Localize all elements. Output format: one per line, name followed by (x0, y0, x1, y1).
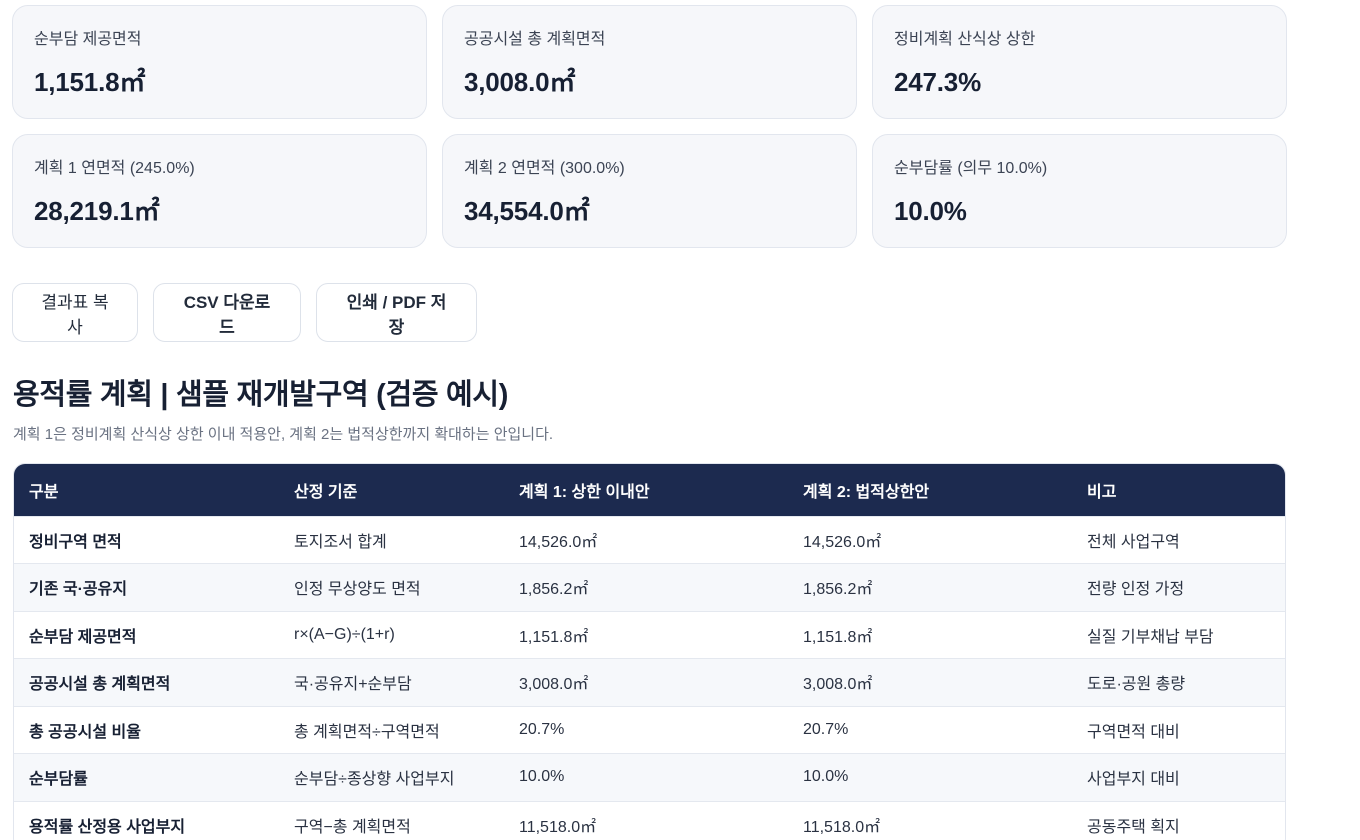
summary-card-plan1-floor-area: 계획 1 연면적 (245.0%) 28,219.1㎡ (12, 134, 427, 248)
cell-basis: 구역−총 계획면적 (294, 819, 411, 836)
table-row: 정비구역 면적 토지조서 합계 14,526.0㎡ 14,526.0㎡ 전체 사… (14, 516, 1285, 564)
cell-basis: 인정 무상양도 면적 (294, 581, 421, 599)
section-title: 용적률 계획 | 샘플 재개발구역 (검증 예시) (13, 379, 509, 411)
cell-category: 기존 국·공유지 (29, 581, 128, 599)
column-header-basis: 산정 기준 (294, 483, 358, 501)
cell-plan1: 20.7% (519, 720, 565, 738)
cell-category: 총 공공시설 비율 (29, 723, 141, 741)
cell-basis: 국·공유지+순부담 (294, 676, 412, 694)
cell-plan1: 10.0% (519, 768, 565, 786)
cell-note: 전량 인정 가정 (1087, 581, 1185, 599)
action-bar: 결과표 복사 CSV 다운로드 인쇄 / PDF 저장 (12, 283, 477, 342)
table-header-row: 구분 산정 기준 계획 1: 상한 이내안 계획 2: 법적상한안 비고 (14, 464, 1285, 516)
cell-category: 순부담률 (29, 771, 88, 789)
card-label: 순부담률 (의무 10.0%) (894, 160, 1048, 177)
card-label: 공공시설 총 계획면적 (464, 31, 606, 48)
copy-table-button[interactable]: 결과표 복사 (12, 283, 138, 342)
column-header-note: 비고 (1087, 483, 1117, 501)
card-value: 34,554.0㎡ (464, 196, 590, 226)
summary-card-formula-upper-limit: 정비계획 산식상 상한 247.3% (872, 5, 1287, 119)
cell-category: 순부담 제공면적 (29, 628, 137, 646)
table-row: 순부담 제공면적 r×(A−G)÷(1+r) 1,151.8㎡ 1,151.8㎡… (14, 611, 1285, 659)
cell-plan2: 20.7% (803, 720, 849, 738)
cell-note: 공동주택 획지 (1087, 819, 1180, 836)
column-header-plan2: 계획 2: 법적상한안 (803, 483, 930, 501)
cell-category: 용적률 산정용 사업부지 (29, 819, 186, 836)
cell-basis: 순부담÷종상향 사업부지 (294, 771, 455, 789)
summary-card-net-burden-rate: 순부담률 (의무 10.0%) 10.0% (872, 134, 1287, 248)
card-label: 정비계획 산식상 상한 (894, 31, 1036, 48)
cell-plan2: 10.0% (803, 768, 849, 786)
cell-category: 정비구역 면적 (29, 533, 122, 551)
table-row: 순부담률 순부담÷종상향 사업부지 10.0% 10.0% 사업부지 대비 (14, 753, 1285, 801)
results-table: 구분 산정 기준 계획 1: 상한 이내안 계획 2: 법적상한안 비고 정비구… (14, 464, 1285, 840)
cell-plan2: 1,151.8㎡ (803, 628, 873, 646)
cell-note: 구역면적 대비 (1087, 723, 1180, 741)
csv-download-button[interactable]: CSV 다운로드 (153, 283, 301, 342)
cell-note: 실질 기부채납 부담 (1087, 628, 1214, 646)
card-label: 순부담 제공면적 (34, 31, 142, 48)
cell-plan1: 3,008.0㎡ (519, 676, 589, 694)
cell-plan2: 3,008.0㎡ (803, 676, 873, 694)
table-row: 기존 국·공유지 인정 무상양도 면적 1,856.2㎡ 1,856.2㎡ 전량… (14, 563, 1285, 611)
cell-plan2: 11,518.0㎡ (803, 819, 881, 836)
table-header: 구분 산정 기준 계획 1: 상한 이내안 계획 2: 법적상한안 비고 (14, 464, 1285, 516)
summary-card-net-burden-area: 순부담 제공면적 1,151.8㎡ (12, 5, 427, 119)
results-table-container: 구분 산정 기준 계획 1: 상한 이내안 계획 2: 법적상한안 비고 정비구… (13, 463, 1286, 840)
table-body: 정비구역 면적 토지조서 합계 14,526.0㎡ 14,526.0㎡ 전체 사… (14, 516, 1285, 840)
card-value: 10.0% (894, 196, 967, 226)
cell-note: 사업부지 대비 (1087, 771, 1180, 789)
card-label: 계획 2 연면적 (300.0%) (464, 160, 625, 177)
card-value: 1,151.8㎡ (34, 67, 146, 97)
card-value: 247.3% (894, 67, 981, 97)
table-row: 공공시설 총 계획면적 국·공유지+순부담 3,008.0㎡ 3,008.0㎡ … (14, 658, 1285, 706)
cell-plan1: 1,151.8㎡ (519, 628, 589, 646)
cell-basis: r×(A−G)÷(1+r) (294, 625, 395, 643)
summary-cards: 순부담 제공면적 1,151.8㎡ 공공시설 총 계획면적 3,008.0㎡ 정… (12, 5, 1287, 248)
card-label: 계획 1 연면적 (245.0%) (34, 160, 195, 177)
cell-basis: 총 계획면적÷구역면적 (294, 723, 440, 741)
column-header-plan1: 계획 1: 상한 이내안 (519, 483, 650, 501)
cell-basis: 토지조서 합계 (294, 533, 387, 551)
section-description: 계획 1은 정비계획 산식상 상한 이내 적용안, 계획 2는 법적상한까지 확… (13, 426, 554, 443)
card-value: 28,219.1㎡ (34, 196, 160, 226)
cell-note: 도로·공원 총량 (1087, 676, 1186, 694)
summary-card-plan2-floor-area: 계획 2 연면적 (300.0%) 34,554.0㎡ (442, 134, 857, 248)
summary-card-public-facility-total: 공공시설 총 계획면적 3,008.0㎡ (442, 5, 857, 119)
table-row: 총 공공시설 비율 총 계획면적÷구역면적 20.7% 20.7% 구역면적 대… (14, 706, 1285, 754)
cell-plan1: 1,856.2㎡ (519, 581, 589, 599)
cell-plan1: 14,526.0㎡ (519, 533, 598, 551)
print-pdf-button[interactable]: 인쇄 / PDF 저장 (316, 283, 477, 342)
table-row: 용적률 산정용 사업부지 구역−총 계획면적 11,518.0㎡ 11,518.… (14, 801, 1285, 840)
column-header-category: 구분 (29, 483, 59, 501)
cell-note: 전체 사업구역 (1087, 533, 1180, 551)
cell-plan2: 14,526.0㎡ (803, 533, 882, 551)
cell-plan1: 11,518.0㎡ (519, 819, 597, 836)
card-value: 3,008.0㎡ (464, 67, 576, 97)
cell-category: 공공시설 총 계획면적 (29, 676, 171, 694)
cell-plan2: 1,856.2㎡ (803, 581, 873, 599)
